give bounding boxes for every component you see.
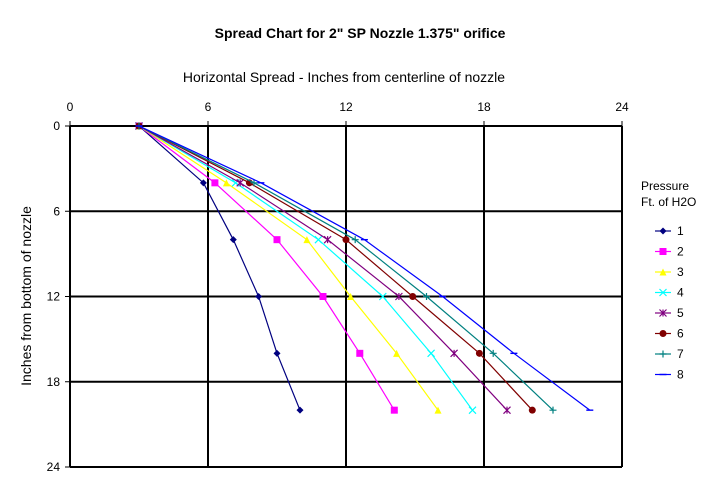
legend-marker: [659, 288, 667, 297]
data-point: [434, 406, 442, 414]
series-2: [135, 122, 398, 414]
series-8: [135, 125, 594, 411]
data-point: [211, 179, 219, 187]
grid: [65, 121, 623, 468]
series-line-7: [138, 125, 554, 411]
data-point: [319, 293, 327, 300]
x-tick-label: 6: [205, 100, 212, 114]
data-point: [423, 293, 430, 300]
data-point: [528, 406, 536, 414]
series-6: [135, 122, 536, 414]
series-3: [135, 122, 442, 414]
y-tick-label: 6: [53, 204, 60, 218]
series-line-2: [138, 125, 395, 411]
data-point: [255, 293, 263, 300]
legend-marker: [659, 227, 667, 235]
data-point: [393, 349, 401, 357]
data-point: [236, 178, 245, 187]
legend-label: 6: [677, 327, 684, 341]
x-tick-label: 0: [67, 100, 74, 114]
legend-item-3: 3: [655, 265, 684, 279]
data-point: [549, 406, 557, 414]
data-point: [450, 349, 459, 358]
y-tick-label: 12: [47, 290, 61, 304]
legend-label: 7: [677, 347, 684, 361]
data-point: [356, 349, 364, 357]
chart-title: Spread Chart for 2" SP Nozzle 1.375" ori…: [215, 25, 506, 41]
data-point: [273, 236, 281, 244]
legend-marker: [659, 309, 667, 317]
x-axis-title: Horizontal Spread - Inches from centerli…: [183, 69, 505, 85]
data-point: [303, 236, 311, 244]
legend-label: 3: [677, 265, 684, 279]
data-point: [296, 406, 304, 414]
legend-item-5: 5: [655, 306, 684, 320]
data-point: [475, 349, 483, 357]
legend-label: 8: [677, 368, 684, 382]
data-point: [503, 406, 511, 415]
data-point: [427, 349, 436, 358]
legend-item-4: 4: [655, 286, 684, 300]
legend-marker: [659, 268, 667, 276]
x-tick-label: 18: [477, 100, 491, 114]
data-point: [229, 236, 237, 244]
legend-item-6: 6: [655, 327, 684, 341]
legend-label: 4: [677, 286, 684, 300]
y-tick-label: 24: [47, 460, 61, 474]
series-line-5: [138, 125, 508, 411]
data-point: [273, 349, 281, 357]
legend-title: Ft. of H2O: [641, 195, 696, 209]
legend-marker: [659, 350, 667, 358]
data-point: [409, 293, 417, 300]
legend-marker: [659, 330, 667, 337]
x-tick-label: 24: [615, 100, 629, 114]
legend: Pressure Ft. of H2O 1 2 3 4 5 6 7 8: [641, 179, 696, 382]
data-point: [489, 349, 497, 357]
series-line-3: [138, 125, 439, 411]
legend-item-1: 1: [655, 224, 684, 238]
series-4: [135, 122, 477, 415]
series-7: [135, 122, 557, 414]
legend-label: 1: [677, 224, 684, 238]
legend-label: 5: [677, 306, 684, 320]
x-tick-label: 12: [339, 100, 353, 114]
data-point: [222, 179, 230, 187]
data-point: [342, 236, 350, 244]
data-point: [347, 293, 355, 300]
series-line-4: [138, 125, 473, 411]
legend-item-2: 2: [655, 245, 684, 259]
data-point: [250, 179, 258, 187]
series-line-6: [138, 125, 533, 411]
data-point: [390, 406, 398, 414]
data-point: [323, 235, 332, 244]
series-line-1: [138, 125, 301, 411]
data-point: [394, 292, 403, 301]
data-point: [378, 292, 387, 301]
legend-title: Pressure: [641, 179, 689, 193]
legend-item-8: 8: [655, 368, 684, 382]
y-axis-title: Inches from bottom of nozzle: [18, 206, 34, 386]
series-line-8: [138, 125, 591, 411]
legend-label: 2: [677, 245, 684, 259]
data-point: [468, 406, 477, 415]
series: [135, 122, 594, 415]
legend-marker: [659, 248, 667, 255]
tick-labels: 0 6 12 18 24 0 6 12 18 24: [47, 100, 629, 474]
data-point: [314, 235, 323, 244]
y-tick-label: 18: [47, 375, 61, 389]
data-point: [351, 236, 359, 244]
legend-item-7: 7: [655, 347, 684, 361]
data-point: [199, 179, 207, 187]
y-tick-label: 0: [53, 119, 60, 133]
